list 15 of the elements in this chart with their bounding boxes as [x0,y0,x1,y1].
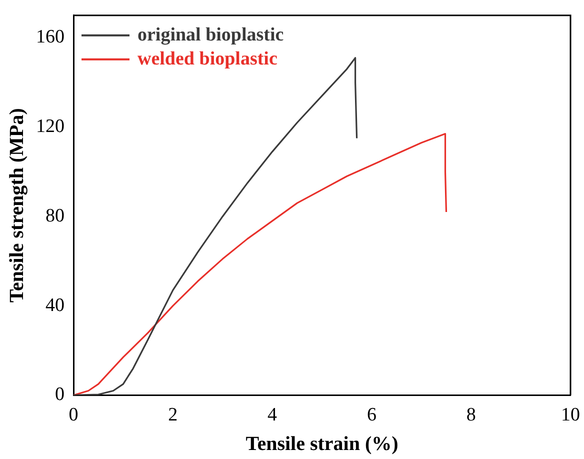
y-tick-label: 0 [55,384,64,406]
y-tick-label: 80 [46,205,64,226]
legend-label: original bioplastic [138,24,284,46]
x-tick-label: 8 [466,404,476,426]
x-tick-label: 6 [366,404,376,426]
x-tick-label: 0 [68,404,78,426]
x-tick-label: 10 [561,404,580,426]
y-axis-title: Tensile strength (MPa) [6,108,28,303]
y-tick-label: 120 [36,116,64,138]
x-tick-label: 2 [168,404,178,426]
x-axis-title: Tensile strain (%) [246,433,398,456]
y-tick-label: 40 [46,294,64,316]
x-tick-label: 4 [268,404,278,426]
legend-label: welded bioplastic [138,48,278,70]
y-tick-label: 160 [36,26,64,48]
